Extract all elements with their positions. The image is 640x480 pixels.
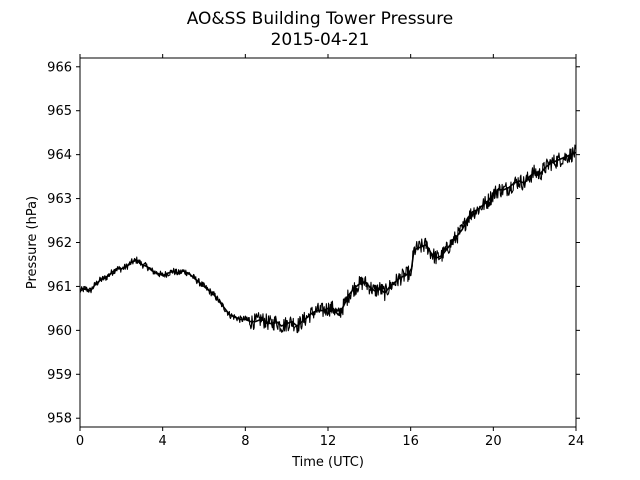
y-axis-label: Pressure (hPa)	[25, 196, 40, 289]
y-tick-label: 961	[47, 280, 72, 295]
x-axis-label: Time (UTC)	[291, 455, 364, 470]
y-tick-label: 962	[47, 236, 72, 251]
y-tick-label: 966	[47, 60, 72, 75]
x-tick-label: 8	[241, 434, 249, 449]
x-tick-label: 24	[568, 434, 585, 449]
x-tick-label: 16	[402, 434, 419, 449]
chart-title: AO&SS Building Tower Pressure	[187, 9, 454, 29]
plot-lines	[79, 144, 577, 334]
y-axis-ticks: 958 959 960 961 962 963 964 965 966	[47, 60, 580, 427]
y-tick-label: 965	[47, 104, 72, 119]
plot-frame	[79, 57, 577, 428]
series-noise-trace	[79, 144, 577, 334]
y-tick-label: 960	[47, 324, 72, 339]
y-tick-label: 959	[47, 368, 72, 383]
series-line	[79, 151, 577, 327]
x-axis-ticks: 0 4 8 12 16 20 24	[76, 54, 584, 449]
x-tick-label: 0	[76, 434, 84, 449]
x-tick-label: 12	[320, 434, 337, 449]
x-tick-label: 20	[485, 434, 502, 449]
y-tick-label: 958	[47, 412, 72, 427]
chart-subtitle: 2015-04-21	[271, 30, 370, 50]
y-tick-label: 964	[47, 148, 72, 163]
y-tick-label: 963	[47, 192, 72, 207]
x-tick-label: 4	[159, 434, 167, 449]
